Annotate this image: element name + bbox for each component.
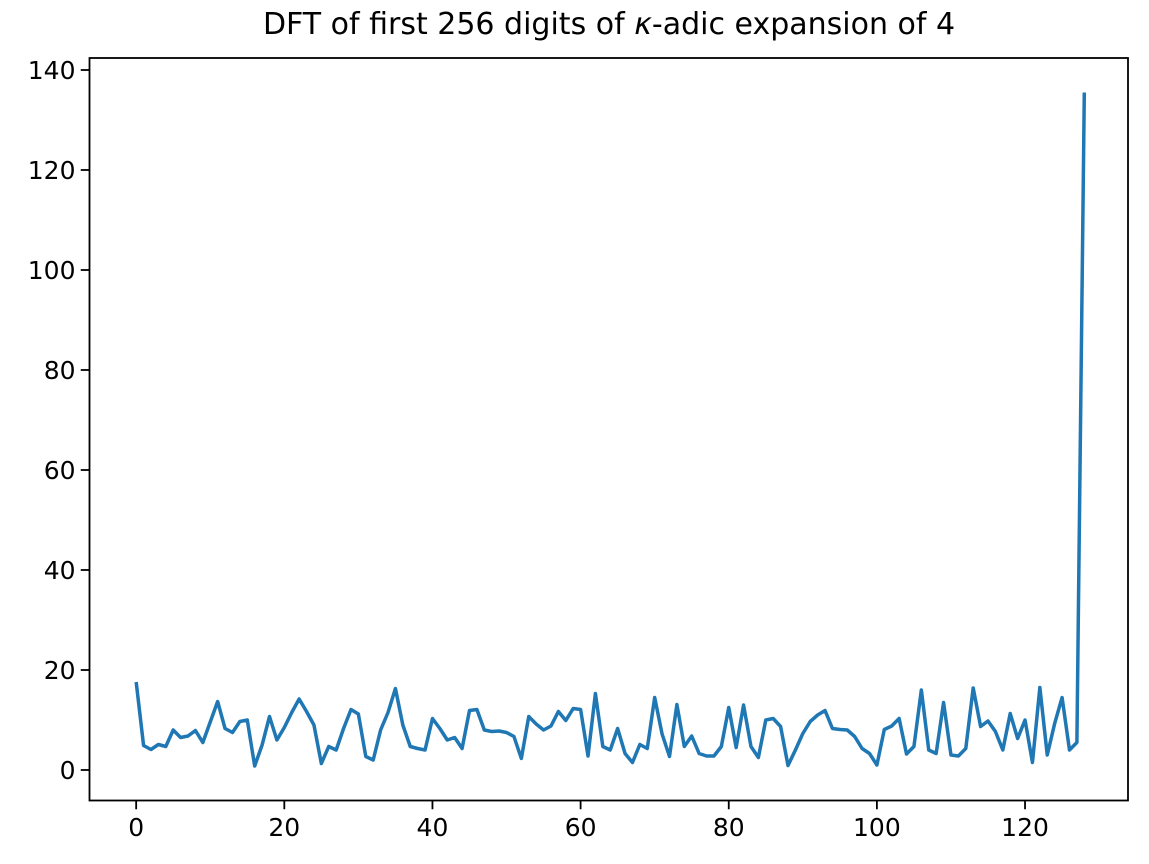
x-tick-label: 100 — [853, 813, 901, 842]
chart-title: DFT of first 256 digits of κ-adic expans… — [90, 7, 1128, 42]
x-tick-label: 40 — [417, 813, 449, 842]
x-tick-label: 80 — [713, 813, 745, 842]
chart-title-prefix: DFT of first 256 digits of — [262, 7, 635, 42]
y-tick-label: 60 — [44, 456, 76, 485]
y-tick-label: 0 — [60, 756, 76, 785]
x-tick-label: 20 — [268, 813, 300, 842]
plot-spines — [88, 57, 1129, 802]
y-tick-label: 80 — [44, 356, 76, 385]
x-tick-label: 120 — [1001, 813, 1049, 842]
y-tick-label: 20 — [44, 656, 76, 685]
y-tick-label: 100 — [28, 256, 76, 285]
y-tick-label: 140 — [28, 56, 76, 85]
y-tick-label: 40 — [44, 556, 76, 585]
y-tick-label: 120 — [28, 156, 76, 185]
x-tick-label: 60 — [565, 813, 597, 842]
x-tick-label: 0 — [128, 813, 144, 842]
chart-title-suffix: -adic expansion of 4 — [651, 7, 956, 42]
chart-title-kappa-symbol: κ — [634, 7, 652, 42]
dft-magnitude-line — [134, 92, 1087, 768]
